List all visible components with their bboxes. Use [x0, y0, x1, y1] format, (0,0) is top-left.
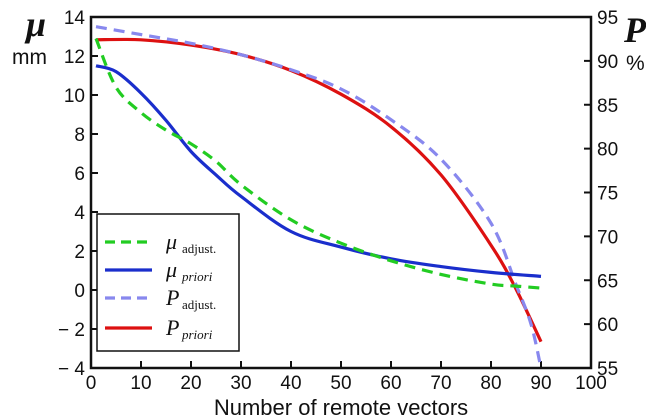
x-tick-label: 70 [430, 373, 451, 394]
right-y-tick-label: 55 [597, 359, 618, 380]
legend-symbol: μ [165, 257, 177, 282]
right-y-tick-label: 85 [597, 96, 618, 117]
left-y-tick-label: 10 [64, 86, 85, 107]
legend-subscript: adjust. [182, 297, 216, 312]
left-y-tick-label: 2 [74, 242, 85, 263]
right-y-tick-label: 70 [597, 227, 618, 248]
left-y-tick-label: 12 [64, 47, 85, 68]
left-y-tick-label: 8 [74, 125, 85, 146]
x-tick-label: 80 [480, 373, 501, 394]
x-tick-label: 20 [180, 373, 201, 394]
right-y-tick-label: 90 [597, 52, 618, 73]
series-line-mu-priori [95, 64, 542, 278]
left-axis-unit: mm [12, 46, 47, 69]
x-tick-label: 0 [86, 373, 97, 394]
x-axis-title: Number of remote vectors [214, 395, 468, 419]
legend-symbol: P [165, 285, 179, 310]
right-y-tick-label: 80 [597, 140, 618, 161]
left-y-tick-label: − 4 [58, 359, 85, 380]
legend-symbol: μ [165, 229, 177, 254]
x-tick-label: 40 [280, 373, 301, 394]
legend-subscript: priori [181, 327, 213, 342]
x-tick-label: 10 [130, 373, 151, 394]
left-y-tick-label: 4 [74, 203, 85, 224]
x-tick-label: 50 [330, 373, 351, 394]
left-axis-symbol: μ [24, 4, 46, 44]
x-tick-label: 30 [230, 373, 251, 394]
right-axis-symbol: P [623, 10, 646, 50]
left-y-tick-label: − 2 [58, 320, 85, 341]
left-y-tick-label: 14 [64, 8, 86, 29]
right-axis-unit: % [626, 52, 645, 75]
x-tick-label: 60 [380, 373, 401, 394]
legend-symbol: P [165, 315, 179, 340]
left-y-tick-label: 0 [74, 281, 85, 302]
plot-frame [89, 15, 593, 370]
x-tick-label: 100 [575, 373, 607, 394]
legend-subscript: adjust. [182, 241, 216, 256]
right-y-tick-label: 75 [597, 184, 618, 205]
x-tick-label: 90 [530, 373, 551, 394]
legend-subscript: priori [181, 269, 213, 284]
right-y-tick-label: 65 [597, 271, 618, 292]
right-y-tick-label: 60 [597, 315, 618, 336]
series-line-mu-adjust [94, 37, 542, 290]
right-y-tick-label: 95 [597, 8, 618, 29]
left-y-tick-label: 6 [74, 164, 85, 185]
series-line-p-priori [95, 37, 543, 343]
